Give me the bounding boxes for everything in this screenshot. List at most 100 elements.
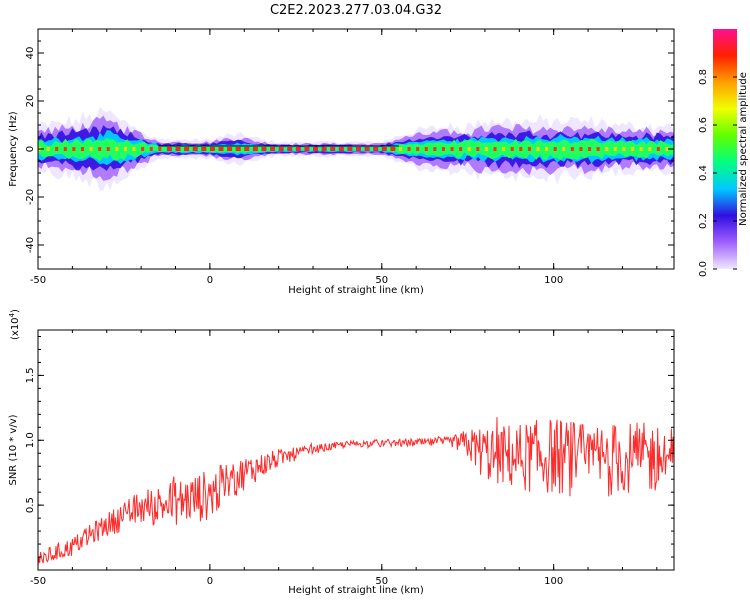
colorbar-label: Normalized spectral amplitude — [738, 72, 749, 226]
spectrogram-core-cell — [89, 147, 93, 151]
spectrogram-core-cell — [493, 147, 497, 151]
spectrogram-core-cell — [605, 147, 609, 151]
spectrogram-core-cell — [46, 147, 50, 151]
spectrogram-x-tick-label: 50 — [375, 275, 388, 286]
colorbar-tick-label: 0.4 — [698, 165, 709, 181]
snr-y-tick-label: 1.5 — [25, 367, 36, 383]
spectrogram-core-cell — [261, 147, 267, 151]
spectrogram-core-cell — [338, 147, 344, 151]
spectrogram-y-tick-label: 20 — [25, 95, 36, 108]
snr-panel: -50 0 50 100 0.5 1.0 1.5 Height of straight l… — [8, 309, 675, 596]
spectrogram-y-tick-label: 40 — [25, 47, 36, 60]
spectrogram-core-cell — [115, 147, 119, 151]
snr-y-scale: (x104) — [8, 309, 21, 340]
spectrogram-core-cell — [192, 147, 198, 151]
spectrogram-core-cell — [295, 147, 301, 151]
spectrogram-y-tick-label: -20 — [25, 189, 36, 205]
spectrogram-core-cell — [424, 147, 428, 151]
spectrogram-core-cell — [321, 147, 327, 151]
spectrogram-core-cell — [665, 147, 669, 151]
spectrogram-core-cell — [252, 147, 258, 151]
spectrogram-core-cell — [356, 147, 361, 151]
colorbar-ticks: 0.0 0.2 0.4 0.6 0.8 — [698, 69, 737, 277]
spectrogram-x-tick-label: -50 — [30, 275, 46, 286]
snr-frame — [37, 329, 675, 571]
spectrogram-core-cell — [201, 147, 207, 151]
spectrogram-core-cell — [218, 147, 224, 151]
spectrogram-core-cell — [373, 147, 379, 151]
spectrogram-core-cell — [441, 147, 445, 151]
spectrogram-core-cell — [313, 147, 319, 151]
spectrogram-core-cell — [235, 147, 241, 151]
spectrogram-core-cell — [209, 147, 215, 151]
spectrogram-core-cell — [304, 147, 310, 151]
spectrogram-core-cell — [459, 147, 463, 151]
spectrogram-panel: -50 0 50 100 -40 -20 0 20 40 Height of straight… — [8, 28, 675, 296]
spectrogram-core-cell — [648, 147, 652, 151]
spectrogram-core-cell — [536, 147, 540, 151]
snr-y-scale-exponent: 4 — [8, 312, 16, 317]
spectrogram-core-cell — [347, 147, 353, 151]
spectrogram-core-cell — [227, 147, 233, 151]
spectrogram-core-cell — [80, 147, 84, 151]
spectrogram-core-cell — [467, 147, 471, 151]
snr-x-ticks: -50 0 50 100 — [30, 330, 658, 587]
spectrogram-core-cell — [98, 147, 102, 151]
spectrogram-core-cell — [72, 147, 76, 151]
spectrogram-core-cell — [416, 147, 420, 151]
spectrogram-core-cell — [553, 147, 557, 151]
spectrogram-core-cell — [519, 147, 523, 151]
svg-text:(x104): (x104) — [8, 309, 21, 340]
spectrogram-core-cell — [510, 147, 514, 151]
spectrogram-y-tick-label: 0 — [25, 146, 36, 152]
snr-y-label: SNR (10 * v/v) — [8, 414, 19, 485]
spectrogram-core-cell — [166, 147, 172, 151]
spectrogram-core-cell — [364, 147, 370, 151]
spectrogram-core-cell — [184, 147, 190, 151]
spectrogram-core-cell — [527, 147, 531, 151]
spectrogram-core-cell — [141, 147, 145, 151]
snr-series-line — [37, 417, 675, 566]
spectrogram-x-tick-label: 0 — [207, 275, 213, 286]
spectrogram-core-cell — [132, 147, 136, 151]
figure-title: C2E2.2023.277.03.04.G32 — [270, 3, 442, 18]
spectrogram-core-cell — [433, 147, 437, 151]
spectrogram-core-cell — [450, 147, 454, 151]
spectrogram-core-cell — [407, 147, 411, 151]
spectrogram-core-cell — [123, 147, 127, 151]
spectrogram-core-cell — [270, 147, 276, 151]
spectrogram-core-cell — [63, 147, 67, 151]
spectrogram-core-cell — [570, 147, 574, 151]
snr-y-scale-base: (x10 — [10, 317, 21, 340]
colorbar-gradient — [713, 29, 737, 269]
spectrogram-core-cell — [330, 147, 336, 151]
spectrogram-x-ticks: -50 0 50 100 — [30, 29, 658, 286]
spectrogram-y-label: Frequency (Hz) — [8, 111, 19, 187]
colorbar-tick-label: 0.0 — [698, 261, 709, 277]
spectrogram-y-ticks: -40 -20 0 20 40 — [25, 28, 674, 270]
spectrogram-core-cell — [381, 147, 387, 151]
spectrogram-core-cell — [484, 147, 488, 151]
spectrogram-core-cell — [545, 147, 549, 151]
spectrogram-core-cell — [149, 147, 153, 151]
spectrogram-core-cell — [631, 147, 635, 151]
spectrogram-core-cell — [639, 147, 643, 151]
spectrogram-core-cell — [579, 147, 583, 151]
snr-x-tick-label: 0 — [207, 576, 213, 587]
spectrogram-core-cell — [622, 147, 626, 151]
spectrogram-core-cell — [476, 147, 480, 151]
snr-x-label: Height of straight line (km) — [288, 585, 424, 596]
snr-y-tick-label: 1.0 — [25, 432, 36, 448]
spectrogram-y-tick-label: -40 — [25, 237, 36, 253]
spectrogram-core-cell — [656, 147, 660, 151]
spectrogram-x-label: Height of straight line (km) — [288, 285, 424, 296]
spectrogram-core-cell — [613, 147, 617, 151]
snr-x-tick-label: -50 — [30, 576, 46, 587]
spectrogram-core-cell — [588, 147, 592, 151]
spectrogram-core-cell — [502, 147, 506, 151]
colorbar-tick-label: 0.6 — [698, 117, 709, 133]
snr-x-tick-label: 50 — [375, 576, 388, 587]
colorbar-tick-label: 0.8 — [698, 69, 709, 85]
snr-x-tick-label: 100 — [544, 576, 563, 587]
